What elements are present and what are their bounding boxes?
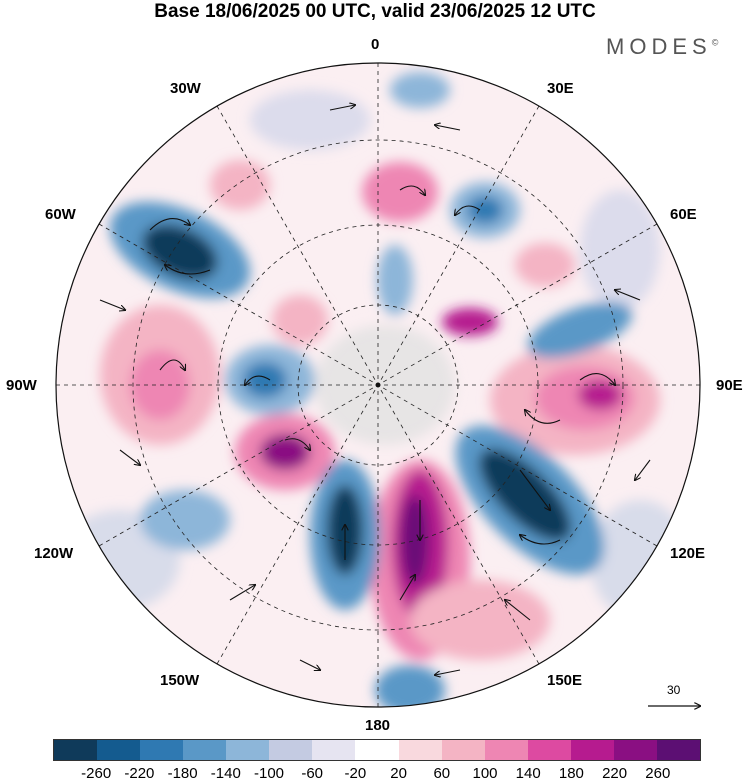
colorbar-swatch (570, 740, 614, 760)
colorbar-swatch (484, 740, 528, 760)
colorbar-tick-label: -260 (81, 765, 112, 782)
label-60w: 60W (45, 206, 76, 223)
colorbar-tick-label: 140 (515, 765, 541, 782)
map-title: Base 18/06/2025 00 UTC, valid 23/06/2025… (154, 1, 596, 22)
colorbar-tick-label: 260 (645, 765, 671, 782)
colorbar-tick-label: -220 (124, 765, 155, 782)
colorbar-tick-label: -60 (301, 765, 324, 782)
label-30w: 30W (170, 80, 201, 97)
colorbar-swatch (183, 740, 227, 760)
label-120w: 120W (34, 545, 74, 562)
colorbar-swatch (140, 740, 184, 760)
colorbar (53, 739, 701, 761)
colorbar-tick-label: 100 (472, 765, 498, 782)
colorbar-tick-label: -100 (253, 765, 285, 782)
colorbar-swatch (97, 740, 141, 760)
label-120e: 120E (670, 545, 706, 562)
colorbar-tick-label: -140 (210, 765, 241, 782)
colorbar-tick-label: 60 (433, 765, 451, 782)
label-0: 0 (371, 36, 380, 53)
label-90w: 90W (6, 377, 37, 394)
anomaly-field (56, 63, 700, 707)
label-90e: 90E (716, 377, 743, 394)
colorbar-swatch (226, 740, 270, 760)
label-60e: 60E (670, 206, 697, 223)
colorbar-swatch (269, 740, 313, 760)
colorbar-swatch (54, 740, 98, 760)
colorbar-tick-label: 20 (390, 765, 407, 782)
colorbar-tick-label: 180 (558, 765, 584, 782)
colorbar-swatch (398, 740, 442, 760)
colorbar-swatch (613, 740, 657, 760)
reference-vector-label: 30 (667, 683, 681, 697)
colorbar-swatch (527, 740, 571, 760)
colorbar-swatch (312, 740, 356, 760)
colorbar-tick-label: 220 (602, 765, 628, 782)
label-150e: 150E (547, 672, 583, 689)
label-150w: 150W (160, 672, 200, 689)
colorbar-swatch (441, 740, 485, 760)
colorbar-tick-label: -20 (344, 765, 367, 782)
modes-logo: MODES© (606, 34, 719, 59)
colorbar-swatch (355, 740, 399, 760)
label-30e: 30E (547, 80, 574, 97)
colorbar-tick-label: -180 (167, 765, 198, 782)
colorbar-swatch (656, 740, 700, 760)
label-180: 180 (365, 717, 391, 734)
